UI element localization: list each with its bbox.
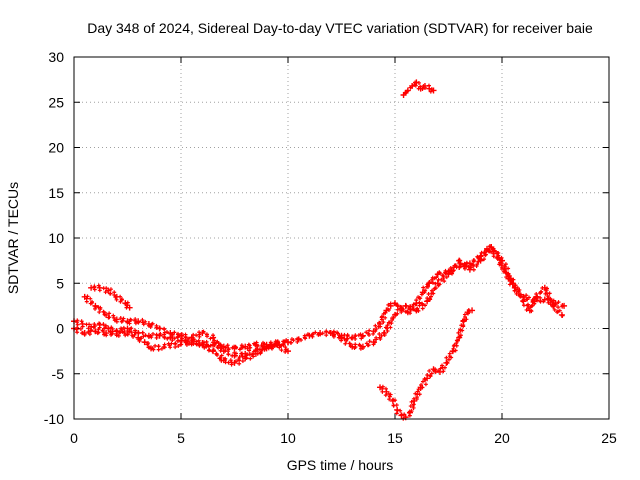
- data-points: [71, 79, 568, 421]
- series-secondary-right: [327, 244, 565, 351]
- y-tick-label: -10: [44, 411, 64, 427]
- y-tick-label: 10: [48, 230, 64, 246]
- y-axis-label: SDTVAR / TECUs: [5, 182, 21, 294]
- plot-frame: [73, 56, 610, 420]
- y-tick-label: 20: [48, 140, 64, 156]
- data-point: [327, 330, 334, 337]
- series-upper-branch: [88, 283, 133, 311]
- data-point: [105, 325, 112, 332]
- data-point: [124, 318, 131, 325]
- data-point: [398, 412, 405, 419]
- y-tick-label: 30: [48, 49, 64, 65]
- series-top-cluster: [400, 79, 437, 99]
- axis-ticks: 0 5 10 15 20 25 -10 -5 0 5 10 15 20 25 30: [44, 49, 617, 446]
- data-point: [469, 307, 476, 314]
- y-tick-label: 5: [56, 275, 64, 291]
- y-tick-label: 0: [56, 321, 64, 337]
- data-point: [210, 348, 217, 355]
- data-point: [561, 302, 568, 309]
- data-point: [460, 318, 467, 325]
- x-tick-label: 25: [601, 430, 617, 446]
- data-point: [126, 304, 133, 311]
- x-tick-label: 20: [494, 430, 510, 446]
- grid-lines: [74, 57, 609, 419]
- x-tick-label: 5: [177, 430, 185, 446]
- series-main-band: [71, 245, 568, 352]
- series-lower-branch: [71, 325, 291, 367]
- chart-title: Day 348 of 2024, Sidereal Day-to-day VTE…: [87, 20, 593, 36]
- data-point: [509, 280, 516, 287]
- data-point: [377, 320, 384, 327]
- data-point: [285, 348, 291, 355]
- x-axis-label: GPS time / hours: [287, 457, 394, 473]
- y-tick-label: 15: [48, 185, 64, 201]
- data-point: [306, 332, 313, 339]
- data-point: [274, 341, 281, 348]
- series-descending-branch: [377, 307, 476, 421]
- data-point: [477, 257, 484, 264]
- x-tick-label: 15: [387, 430, 403, 446]
- data-point: [430, 87, 437, 94]
- data-point: [105, 287, 112, 294]
- data-point: [558, 311, 565, 318]
- data-point: [285, 339, 291, 346]
- y-tick-label: 25: [48, 94, 64, 110]
- x-tick-label: 0: [70, 430, 78, 446]
- data-point: [466, 260, 473, 267]
- data-point: [349, 334, 356, 341]
- y-tick-label: -5: [52, 366, 65, 382]
- x-tick-label: 10: [280, 430, 296, 446]
- data-point: [103, 311, 110, 318]
